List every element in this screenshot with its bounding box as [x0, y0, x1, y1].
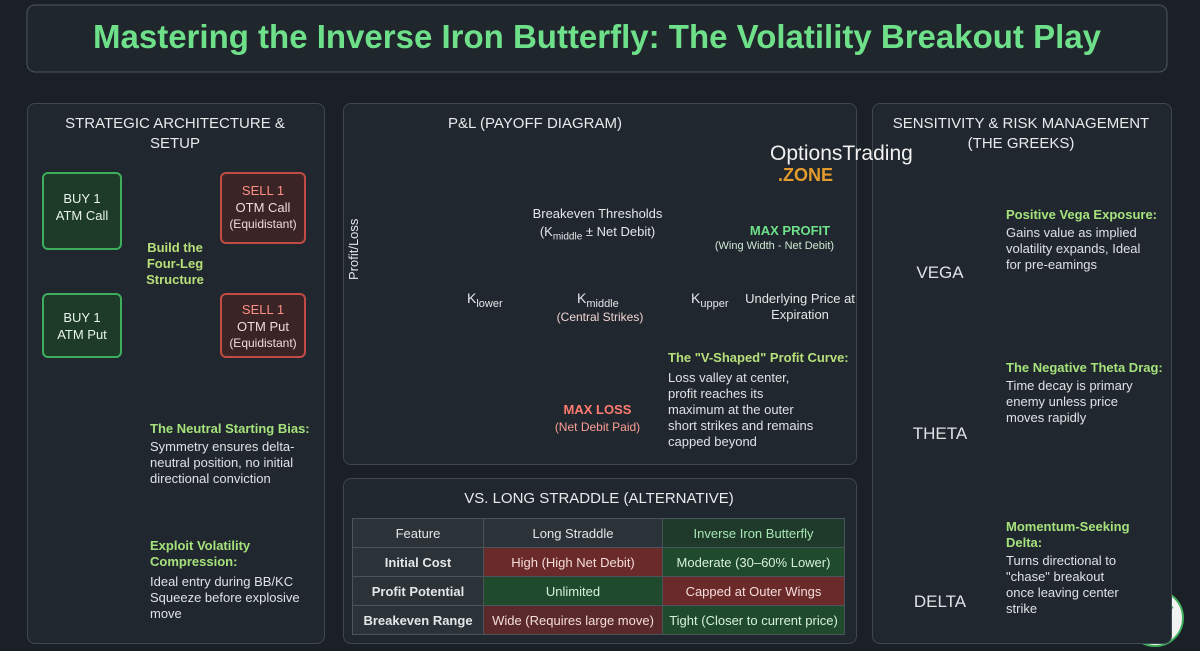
strike-note: (Central Strikes) — [556, 310, 644, 324]
table-cell: Moderate (30–60% Lower) — [662, 547, 845, 577]
leg-detail: OTM Call — [235, 200, 291, 215]
curve-note-title: The "V-Shaped" Profit Curve: — [668, 350, 849, 365]
strike-label: Kmiddle — [577, 290, 619, 310]
greek-text: Time decay is primary enemy unless price… — [1006, 378, 1133, 425]
comparison-table: Feature Long Straddle Inverse Iron Butte… — [352, 518, 845, 635]
header-cell: Long Straddle — [483, 518, 663, 548]
note-title: Exploit Volatility Compression: — [150, 538, 251, 569]
greek-text: Turns directional to "chase" breakout on… — [1006, 553, 1119, 616]
x-axis-label: Underlying Price at Expiration — [745, 291, 855, 322]
strike-sub: lower — [476, 297, 503, 310]
header-cell: Inverse Iron Butterfly — [662, 518, 845, 548]
table-cell: Wide (Requires large move) — [483, 605, 663, 635]
leg-note: (Equidistant) — [229, 217, 297, 231]
note-text: Symmetry ensures delta-neutral position,… — [150, 439, 295, 486]
max-loss-title: MAX LOSS — [563, 402, 632, 417]
logo-suffix: .ZONE — [778, 165, 834, 185]
y-axis-label: Profit/Loss — [346, 218, 361, 280]
comparison-heading: VS. LONG STRADDLE (ALTERNATIVE) — [464, 490, 734, 507]
setup-heading: STRATEGIC ARCHITECTURE & SETUP — [65, 115, 285, 152]
strike-symbol: K — [577, 290, 587, 306]
table-cell: Initial Cost — [352, 547, 484, 577]
max-loss-note: (Net Debit Paid) — [554, 420, 641, 434]
greeks-panel — [872, 103, 1172, 644]
table-cell: Profit Potential — [352, 576, 484, 606]
title-bar — [26, 4, 1168, 73]
strike-sub: middle — [586, 297, 619, 310]
logo-name: OptionsTrading — [770, 142, 913, 165]
leg-box: SELL 1 OTM Put (Equidistant) — [220, 293, 306, 358]
structure-label: Build the Four-Leg Structure — [146, 240, 204, 287]
greek-label: VEGA — [916, 263, 964, 282]
note-title: The Neutral Starting Bias: — [150, 421, 310, 436]
table-cell: Tight (Closer to current price) — [662, 605, 845, 635]
payoff-panel — [343, 103, 857, 465]
formula-sub: middle — [552, 231, 583, 243]
table-header: Feature Long Straddle Inverse Iron Butte… — [352, 518, 845, 548]
breakeven-formula: (Kmiddle ± Net Debit) — [525, 224, 670, 243]
main-title: Mastering the Inverse Iron Butterfly: Th… — [93, 18, 1101, 55]
leg-box: BUY 1 ATM Call — [42, 172, 122, 250]
table-cell: High (High Net Debit) — [483, 547, 663, 577]
greek-title: Positive Vega Exposure: — [1006, 207, 1158, 222]
leg-box: BUY 1 ATM Put — [42, 293, 122, 358]
greeks-heading: SENSITIVITY & RISK MANAGEMENT (THE GREEK… — [892, 115, 1150, 152]
leg-detail: OTM Put — [236, 319, 289, 334]
header-cell: Feature — [352, 518, 484, 548]
greek-text: Gains value as implied volatility expand… — [1006, 225, 1141, 272]
leg-note: (Equidistant) — [229, 336, 297, 350]
table-row: Breakeven Range Wide (Requires large move… — [352, 605, 845, 635]
curve-note-text: Loss valley at center, profit reaches it… — [668, 370, 814, 449]
table-row: Profit Potential Unlimited Capped at Outer… — [352, 576, 845, 606]
max-profit-title: MAX PROFIT — [749, 223, 831, 238]
leg-action: SELL 1 — [241, 302, 285, 317]
greek-title: Momentum-Seeking Delta: — [1006, 519, 1130, 550]
greek-label: THETA — [912, 424, 968, 443]
strike-symbol: K — [691, 290, 701, 306]
note-text: Ideal entry during BB/KC Squeeze before … — [150, 574, 300, 621]
strike-label: Klower — [467, 290, 503, 310]
strike-symbol: K — [467, 290, 477, 306]
strike-sub: upper — [700, 297, 729, 310]
leg-detail: ATM Put — [57, 327, 107, 342]
payoff-heading: P&L (PAYOFF DIAGRAM) — [448, 115, 622, 132]
leg-action: BUY 1 — [63, 310, 101, 325]
breakeven-title: Breakeven Thresholds — [532, 206, 663, 221]
leg-action: SELL 1 — [241, 183, 285, 198]
greek-label: DELTA — [913, 592, 967, 611]
table-cell: Unlimited — [483, 576, 663, 606]
formula-close: ± Net Debit) — [585, 224, 656, 239]
table-cell: Breakeven Range — [352, 605, 484, 635]
leg-detail: ATM Call — [55, 208, 109, 223]
table-cell: Capped at Outer Wings — [662, 576, 845, 606]
leg-box: SELL 1 OTM Call (Equidistant) — [220, 172, 306, 244]
formula-open: (K — [539, 224, 553, 239]
strike-label: Kupper — [691, 290, 728, 310]
table-row: Initial Cost High (High Net Debit) Moderat… — [352, 547, 845, 577]
max-profit-note: (Wing Width - Net Debit) — [714, 240, 835, 252]
greek-title: The Negative Theta Drag: — [1006, 360, 1163, 375]
leg-action: BUY 1 — [63, 191, 101, 206]
